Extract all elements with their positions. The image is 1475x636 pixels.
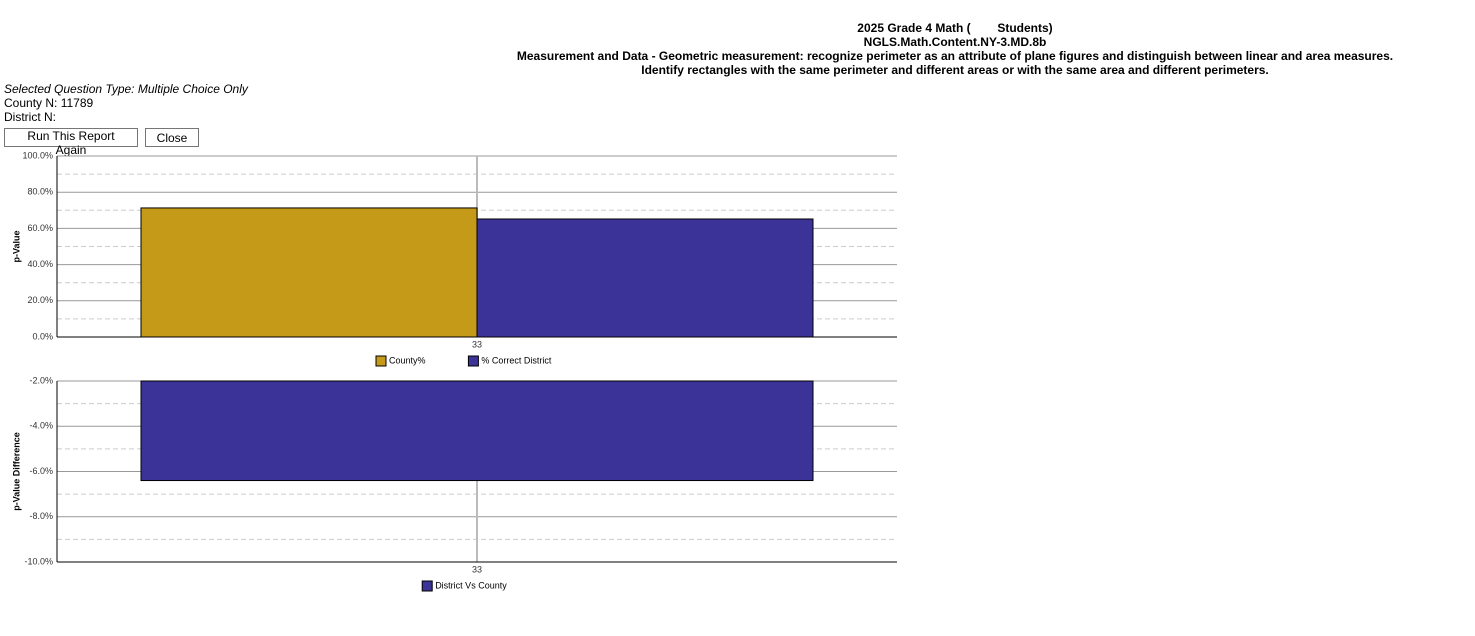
- legend-swatch: [421, 580, 433, 592]
- legend-swatch: [467, 355, 479, 367]
- y-tick-label: -6.0%: [29, 466, 53, 476]
- close-button[interactable]: Close: [145, 128, 199, 147]
- y-tick-label: -4.0%: [29, 421, 53, 431]
- y-tick-label: 0.0%: [32, 331, 53, 341]
- bar: [140, 207, 478, 338]
- x-tick-label: 33: [472, 564, 482, 574]
- legend-swatch: [375, 355, 387, 367]
- report-title: 2025 Grade 4 Math ( Students): [857, 21, 1053, 35]
- y-axis-label: p-Value: [11, 230, 21, 262]
- county-n: County N: 11789: [4, 96, 94, 110]
- charts: 0.0% 20.0% 40.0% 60.0% 80.0% 100.0% p-Value 33 C…: [11, 150, 897, 592]
- standard-description: Measurement and Data - Geometric measure…: [516, 49, 1394, 63]
- question-type: Selected Question Type: Multiple Choice …: [4, 82, 248, 96]
- run-again-button[interactable]: Run This Report Again: [4, 128, 138, 157]
- legend-label: County%: [389, 355, 426, 365]
- y-tick-label: -2.0%: [29, 375, 53, 385]
- y-tick-label: 80.0%: [27, 187, 53, 197]
- y-tick-label: 40.0%: [27, 259, 53, 269]
- legend-label: % Correct District: [481, 355, 552, 365]
- x-tick-label: 33: [472, 339, 482, 349]
- y-tick-label: -8.0%: [29, 511, 53, 521]
- y-tick-label: 100.0%: [22, 150, 53, 160]
- y-axis-label: p-Value Difference: [11, 432, 21, 511]
- y-tick-label: 20.0%: [27, 295, 53, 305]
- y-tick-label: 60.0%: [27, 223, 53, 233]
- standard-code: NGLS.Math.Content.NY-3.MD.8b: [863, 35, 1047, 49]
- district-n: District N:: [4, 110, 56, 124]
- legend-label: District Vs County: [435, 580, 507, 590]
- bar: [476, 218, 814, 338]
- standard-description: Identify rectangles with the same perime…: [641, 63, 1269, 77]
- bar: [140, 380, 814, 482]
- y-tick-label: -10.0%: [24, 556, 53, 566]
